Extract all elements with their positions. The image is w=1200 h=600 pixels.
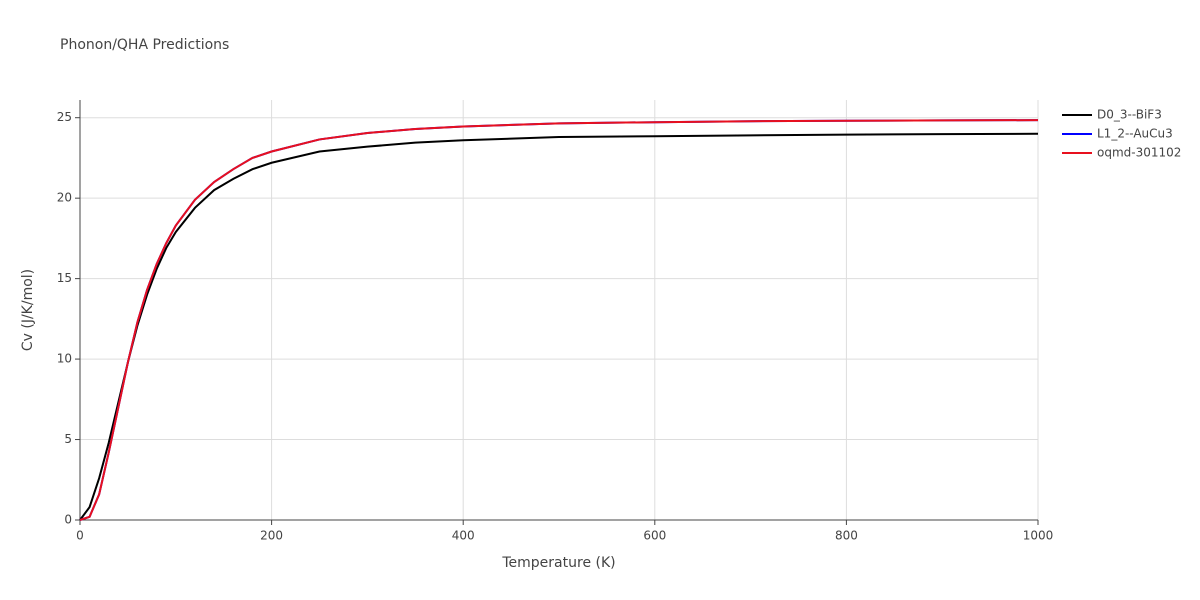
y-tick-label: 10 — [57, 352, 72, 366]
x-tick-label: 1000 — [1023, 529, 1054, 543]
y-tick-label: 0 — [64, 513, 72, 527]
y-tick-label: 20 — [57, 191, 72, 205]
y-axis-title: Cv (J/K/mol) — [20, 269, 36, 351]
series-line — [79, 132, 1039, 521]
y-tick-label: 5 — [64, 432, 72, 446]
x-tick-label: 600 — [643, 529, 666, 543]
series-line — [79, 119, 1039, 521]
series-line — [79, 119, 1039, 521]
y-tick-label: 15 — [57, 271, 72, 285]
x-tick-label: 0 — [76, 529, 84, 543]
y-tick-label: 25 — [57, 110, 72, 124]
legend-label: oqmd-301102 — [1097, 146, 1181, 160]
x-tick-label: 800 — [835, 529, 858, 543]
legend-label: D0_3--BiF3 — [1097, 108, 1162, 122]
x-tick-label: 400 — [452, 529, 475, 543]
x-axis-title: Temperature (K) — [501, 555, 615, 571]
legend-label: L1_2--AuCu3 — [1097, 127, 1173, 141]
chart-title: Phonon/QHA Predictions — [60, 37, 229, 53]
x-tick-label: 200 — [260, 529, 283, 543]
